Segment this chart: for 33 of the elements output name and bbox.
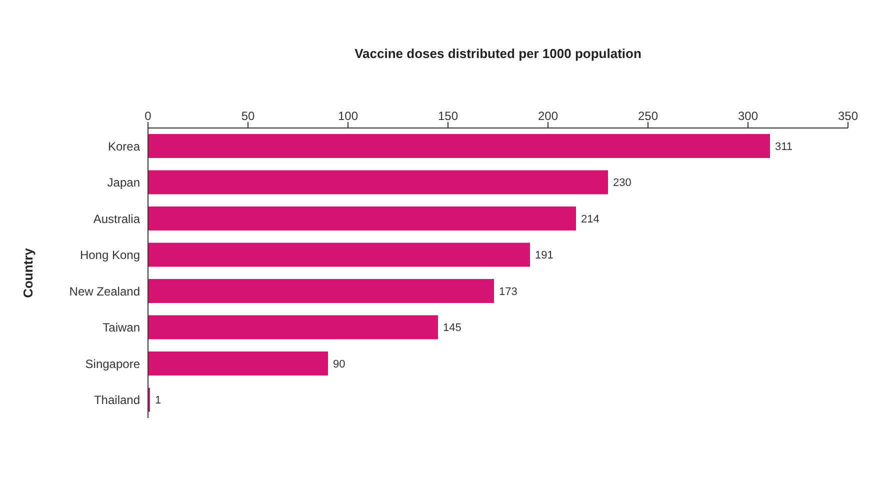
y-tick-label: Taiwan <box>102 320 140 335</box>
data-label: 173 <box>499 286 518 298</box>
y-tick-label: New Zealand <box>69 284 140 298</box>
y-tick-label: Japan <box>107 176 140 190</box>
y-tick-label: Thailand <box>94 393 140 408</box>
y-tick-label: Singapore <box>85 356 140 371</box>
data-label: 214 <box>581 213 600 226</box>
data-label: 230 <box>613 177 632 190</box>
x-tick-label: 0 <box>144 109 152 123</box>
x-tick-label: 350 <box>838 109 858 123</box>
x-tick-label: 250 <box>638 109 658 123</box>
data-label: 145 <box>443 322 462 334</box>
x-axis-title: Vaccine doses distributed per 1000 population <box>354 46 642 61</box>
data-label: 311 <box>775 140 793 153</box>
y-tick-label: Korea <box>108 139 140 154</box>
bar <box>148 242 530 267</box>
x-tick-label: 300 <box>738 109 758 123</box>
bar <box>148 134 770 158</box>
bar <box>148 170 608 194</box>
bar <box>148 206 576 230</box>
y-axis-title: Country <box>20 247 36 298</box>
x-tick-label: 150 <box>438 109 458 123</box>
x-tick-label: 200 <box>538 109 558 123</box>
data-label: 1 <box>155 394 162 407</box>
y-tick-label: Hong Kong <box>80 248 140 262</box>
data-label: 191 <box>535 250 554 262</box>
y-tick-label: Australia <box>93 212 140 226</box>
x-tick-label: 100 <box>338 109 358 123</box>
data-label: 90 <box>333 358 346 370</box>
bar <box>148 279 494 303</box>
bar <box>148 352 328 376</box>
x-tick-label: 50 <box>241 109 255 123</box>
bar <box>148 315 438 340</box>
